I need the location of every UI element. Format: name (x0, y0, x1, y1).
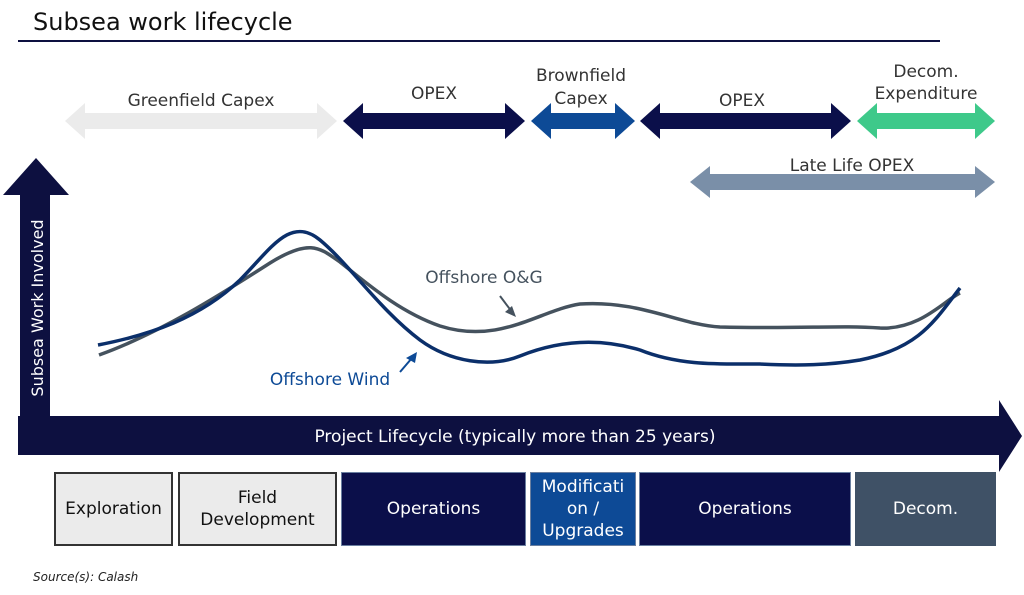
brownfield-label-line1: Brownfield (536, 66, 626, 86)
phase-exploration-label: Exploration (65, 499, 162, 519)
phase-operations-2-label: Operations (698, 499, 792, 519)
offshore-og-curve (98, 246, 961, 357)
phase-decom: Decom. (855, 472, 996, 546)
offshore-og-label: Offshore O&G (425, 268, 542, 288)
opex-arrow-2 (640, 103, 851, 139)
decom-label-line2: Expenditure (875, 84, 978, 104)
late-life-opex-label: Late Life OPEX (790, 156, 915, 176)
y-axis-arrow (3, 158, 69, 432)
greenfield-capex-label: Greenfield Capex (128, 91, 275, 111)
late-life-opex-arrow (690, 166, 995, 198)
source-note: Source(s): Calash (33, 570, 139, 584)
brownfield-capex-arrow (531, 103, 635, 139)
opex-label-2: OPEX (719, 91, 765, 111)
x-axis-label: Project Lifecycle (typically more than 2… (314, 427, 715, 447)
offshore-wind-label: Offshore Wind (270, 370, 390, 390)
phase-operations-1: Operations (341, 472, 526, 546)
brownfield-label-line2: Capex (554, 89, 607, 109)
title-divider (18, 40, 940, 42)
phase-modifications: Modificati on / Upgrades (530, 472, 636, 546)
opex-label-1: OPEX (411, 84, 457, 104)
opex-arrow-1 (343, 103, 525, 139)
offshore-wind-curve (97, 229, 962, 367)
x-axis-arrow (18, 400, 1022, 472)
phase-field-development: Field Development (178, 472, 337, 546)
phase-operations-2: Operations (639, 472, 851, 546)
phase-decom-label: Decom. (892, 499, 959, 519)
phase-field-development-label: Field Development (200, 488, 315, 530)
offshore-wind-pointer-head (406, 352, 417, 363)
offshore-wind-pointer (399, 357, 413, 373)
y-axis-label: Subsea Work Involved (28, 219, 47, 396)
decom-label-line1: Decom. (893, 62, 958, 82)
decom-expenditure-arrow (857, 103, 995, 139)
page-title: Subsea work lifecycle (33, 8, 293, 36)
phase-exploration: Exploration (54, 472, 173, 546)
offshore-og-pointer-head (505, 306, 516, 317)
phase-operations-1-label: Operations (386, 499, 481, 519)
greenfield-capex-arrow (65, 103, 337, 139)
phase-modifications-label: Modificati on / Upgrades (541, 477, 625, 541)
